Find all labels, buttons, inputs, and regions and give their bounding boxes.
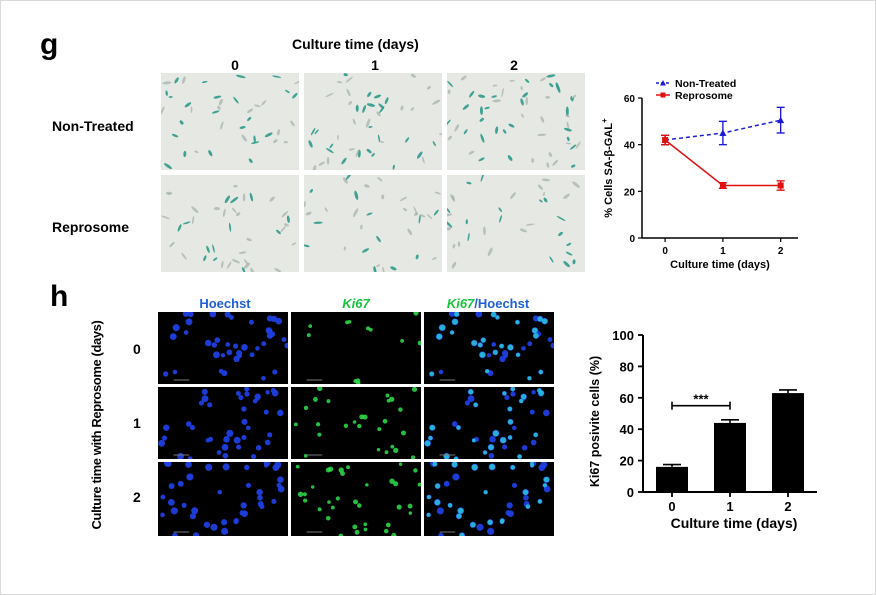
y-tick-label: 20 [620,454,634,469]
y-axis-title: % Cells SA-β-GAL+ [600,118,615,218]
micrograph-g-nontreated-2 [447,73,585,170]
header-ki67: Ki67 [342,296,370,311]
h-row-label-1: 1 [133,415,141,431]
y-tick-label: 0 [627,485,634,500]
panel-g-letter: g [40,28,59,61]
sa-beta-gal-line-chart: 0 20 40 60 0 1 2 Culture time (days) % Cells SA-… [600,78,798,271]
data-point [719,182,726,189]
bar-2 [772,393,804,492]
legend-label: Reprosome [675,90,733,102]
y-tick-label: 40 [620,422,634,437]
micrograph-g-nontreated-0 [161,73,299,170]
micrograph-h-hoechst-0 [158,312,288,384]
legend-label: Non-Treated [675,78,736,90]
y-tick-label: 60 [624,94,636,105]
micrograph-h-merge-1 [424,387,554,459]
x-tick-label: 1 [720,246,726,257]
y-tick-label: 60 [620,391,634,406]
data-point [777,116,785,124]
micrograph-g-reprosome-2 [447,175,585,272]
micrograph-h-merge-0 [424,312,554,384]
micrograph-g-reprosome-1 [304,175,442,272]
significance-label: *** [693,392,709,407]
legend-marker [660,80,666,86]
x-tick-label: 0 [662,246,668,257]
h-row-label-2: 2 [133,489,141,505]
header-merge-hoechst: /Hoechst [474,296,530,311]
h-row-label-0: 0 [133,341,141,357]
micrograph-g-nontreated-1 [304,73,442,170]
micrograph-h-hoechst-1 [158,387,288,459]
y-tick-label: 100 [612,328,634,343]
panel-h-letter: h [50,280,69,313]
x-axis-title: Culture time (days) [671,515,798,531]
header-merge: Ki67/Hoechst [423,296,553,311]
header-hoechst: Hoechst [199,296,251,311]
row-label-non-treated: Non-Treated [52,118,134,134]
micrograph-h-ki67-1 [291,387,421,459]
data-point [719,129,727,136]
y-tick-label: 40 [624,141,636,152]
x-tick-label: 1 [726,499,733,514]
y-tick-label: 0 [629,234,635,245]
bar-1 [714,422,746,492]
y-tick-label: 80 [620,359,634,374]
culture-time-title: Culture time (days) [292,36,419,52]
column-label-0: 0 [231,57,239,73]
legend-marker [660,92,666,98]
data-point [662,137,669,143]
x-tick-label: 2 [778,246,784,257]
micrograph-h-ki67-2 [291,462,421,536]
x-tick-label: 0 [668,499,675,514]
y-tick-label: 20 [624,187,636,198]
micrograph-h-hoechst-2 [158,462,288,536]
micrograph-h-merge-2 [424,462,554,536]
micrograph-h-ki67-0 [291,312,421,384]
header-merge-ki67: Ki67 [446,296,475,311]
row-axis-label: Culture time with Reprosome (days) [89,320,104,530]
series-line-1 [664,139,781,187]
x-axis-title: Culture time (days) [670,259,770,271]
y-axis-title: Ki67 posivite cells (%) [588,356,602,487]
data-point [777,182,784,189]
column-label-2: 2 [510,57,518,73]
row-label-reprosome: Reprosome [52,219,130,235]
x-tick-label: 2 [784,499,791,514]
column-label-1: 1 [371,57,379,73]
micrograph-g-reprosome-0 [161,175,299,272]
bar-0 [656,466,688,492]
